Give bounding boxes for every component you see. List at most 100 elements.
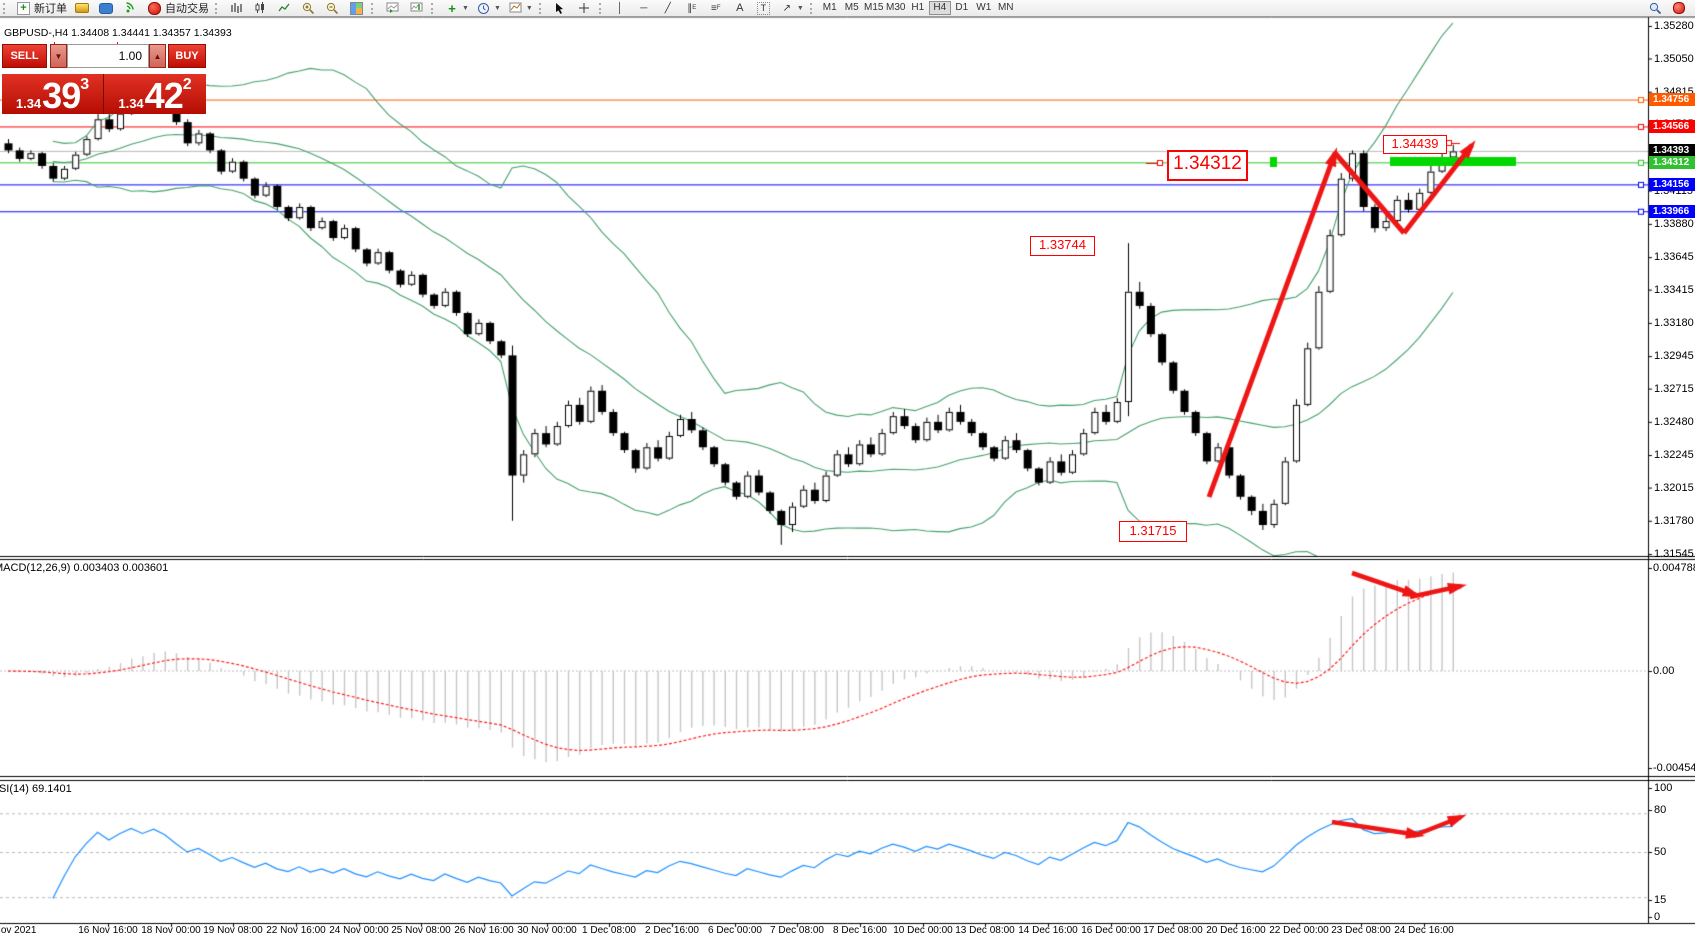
alert-button[interactable] xyxy=(1668,1,1690,15)
toolbar-grip xyxy=(3,2,9,14)
auto-scroll-icon xyxy=(385,2,399,15)
crosshair-button[interactable] xyxy=(573,1,595,15)
alert-icon xyxy=(1672,2,1686,15)
chat-icon xyxy=(99,2,113,14)
buy-button[interactable]: BUY xyxy=(168,44,206,68)
indicators-button[interactable]: + ▼ xyxy=(441,1,471,15)
one-click-trade-panel: SELL ▼ 1.00 ▲ BUY 1.34 39 3 1.34 42 2 xyxy=(2,44,206,114)
timeframe-button-mn[interactable]: MN xyxy=(997,2,1014,13)
gold-button[interactable] xyxy=(71,1,93,15)
chevron-down-icon: ▼ xyxy=(462,4,469,12)
time-axis-label: 16 Nov 16:00 xyxy=(78,925,138,936)
auto-scroll-button[interactable] xyxy=(381,1,403,15)
timeframe-button-h4[interactable]: H4 xyxy=(928,1,951,15)
text-button[interactable]: A xyxy=(729,1,751,15)
sell-price-pipette: 3 xyxy=(80,76,90,93)
time-axis-label: 14 Dec 16:00 xyxy=(1018,925,1078,936)
periods-clock-icon xyxy=(477,2,491,15)
price-tag: 1.34312 xyxy=(1649,155,1695,169)
bar-chart-button[interactable] xyxy=(225,1,247,15)
macd-indicator-label: MACD(12,26,9) 0.003403 0.003601 xyxy=(0,562,169,574)
price-axis-tick: 1.32015 xyxy=(1654,481,1694,494)
timeframe-button-d1[interactable]: D1 xyxy=(955,2,969,13)
chat-button[interactable] xyxy=(95,1,117,15)
zoom-in-button[interactable] xyxy=(297,1,319,15)
shapes-button[interactable]: ↗ ▼ xyxy=(776,1,806,15)
volume-decrease-button[interactable]: ▼ xyxy=(50,44,67,68)
zoom-out-icon xyxy=(325,2,339,15)
time-axis-label: 24 Nov 00:00 xyxy=(329,925,389,936)
toolbar: + 新订单 自动交易 + ▼ ▼ ▼ │ ─ ╱ ∥ E ≡ F A T ↗ ▼ M1 M… xyxy=(0,0,1695,17)
rsi-axis-tick: 50 xyxy=(1654,846,1667,858)
tile-windows-icon xyxy=(349,1,363,15)
fibonacci-button[interactable]: ≡ F xyxy=(705,1,727,15)
symbol-ohlc-info: GBPUSD-,H4 1.34408 1.34441 1.34357 1.343… xyxy=(4,27,232,39)
volume-increase-button[interactable]: ▲ xyxy=(149,44,166,68)
cursor-button[interactable] xyxy=(549,1,571,15)
line-chart-button[interactable] xyxy=(273,1,295,15)
price-axis-tick: 1.35280 xyxy=(1654,20,1694,32)
autotrade-button[interactable]: 自动交易 xyxy=(143,1,211,15)
timeframe-button-h1[interactable]: H1 xyxy=(911,2,925,13)
channel-button[interactable]: ∥ E xyxy=(681,1,703,15)
time-axis-label: 23 Dec 08:00 xyxy=(1331,925,1391,936)
chart-shift-button[interactable] xyxy=(405,1,427,15)
rsi-axis-tick: 0 xyxy=(1654,911,1661,923)
buy-price-prefix: 1.34 xyxy=(118,96,144,111)
new-order-button[interactable]: + 新订单 xyxy=(13,1,69,15)
price-annotation: 1.31715 xyxy=(1119,521,1187,542)
tile-windows-button[interactable] xyxy=(345,1,367,15)
candlestick-button[interactable] xyxy=(249,1,271,15)
price-annotation: 1.33744 xyxy=(1030,236,1095,256)
sell-button[interactable]: SELL xyxy=(2,44,47,68)
zoom-out-button[interactable] xyxy=(321,1,343,15)
time-axis-label: 25 Nov 08:00 xyxy=(391,925,451,936)
sell-quote[interactable]: 1.34 39 3 xyxy=(2,74,104,114)
chevron-down-icon: ▼ xyxy=(796,4,804,12)
signal-button[interactable] xyxy=(119,1,141,15)
timeframe-button-w1[interactable]: W1 xyxy=(976,2,992,13)
time-axis-label: 26 Nov 16:00 xyxy=(454,925,514,936)
time-axis-label: 22 Dec 00:00 xyxy=(1269,925,1329,936)
vertical-line-icon: │ xyxy=(616,2,623,14)
timeframe-button-m30[interactable]: M30 xyxy=(886,2,906,13)
time-axis-label: 20 Dec 16:00 xyxy=(1206,925,1266,936)
rsi-axis-tick: 15 xyxy=(1654,894,1667,906)
text-icon: A xyxy=(736,1,744,14)
templates-icon xyxy=(509,2,523,15)
buy-quote[interactable]: 1.34 42 2 xyxy=(104,74,206,114)
new-order-icon: + xyxy=(17,1,30,15)
price-tag: 1.33966 xyxy=(1649,204,1695,218)
toolbar-grip xyxy=(215,2,221,14)
time-axis-label: 18 Nov 00:00 xyxy=(141,925,201,936)
vertical-line-button[interactable]: │ xyxy=(609,1,631,15)
indicators-add-icon: + xyxy=(448,0,456,16)
text-label-icon: T xyxy=(756,1,770,15)
text-label-button[interactable]: T xyxy=(753,1,774,15)
toolbar-grip xyxy=(809,2,816,14)
timeframe-button-m5[interactable]: M5 xyxy=(844,2,859,13)
timeframe-button-m15[interactable]: M15 xyxy=(864,2,884,13)
horizontal-line-button[interactable]: ─ xyxy=(633,1,655,15)
trendline-button[interactable]: ╱ xyxy=(657,1,679,15)
chevron-down-icon: ▼ xyxy=(493,4,501,12)
price-axis-tick: 1.32715 xyxy=(1654,382,1694,395)
macd-axis-tick: -0.004547 xyxy=(1653,762,1695,774)
line-chart-icon xyxy=(277,2,291,15)
templates-button[interactable]: ▼ xyxy=(505,1,535,15)
time-axis-label: 24 Dec 16:00 xyxy=(1394,925,1454,936)
time-axis-label: 22 Nov 16:00 xyxy=(266,925,326,936)
gold-icon xyxy=(75,3,89,13)
volume-input[interactable]: 1.00 xyxy=(67,44,149,68)
price-axis-tick: 1.32245 xyxy=(1654,449,1694,462)
time-axis-label: 19 Nov 08:00 xyxy=(203,925,263,936)
search-icon xyxy=(1648,2,1662,15)
periods-button[interactable]: ▼ xyxy=(473,1,503,15)
time-axis-label: 16 Dec 00:00 xyxy=(1081,925,1141,936)
buy-price-main: 42 xyxy=(144,75,184,116)
trendline-icon: ╱ xyxy=(664,2,671,14)
search-button[interactable] xyxy=(1644,1,1666,15)
timeframe-button-m1[interactable]: M1 xyxy=(822,2,837,13)
